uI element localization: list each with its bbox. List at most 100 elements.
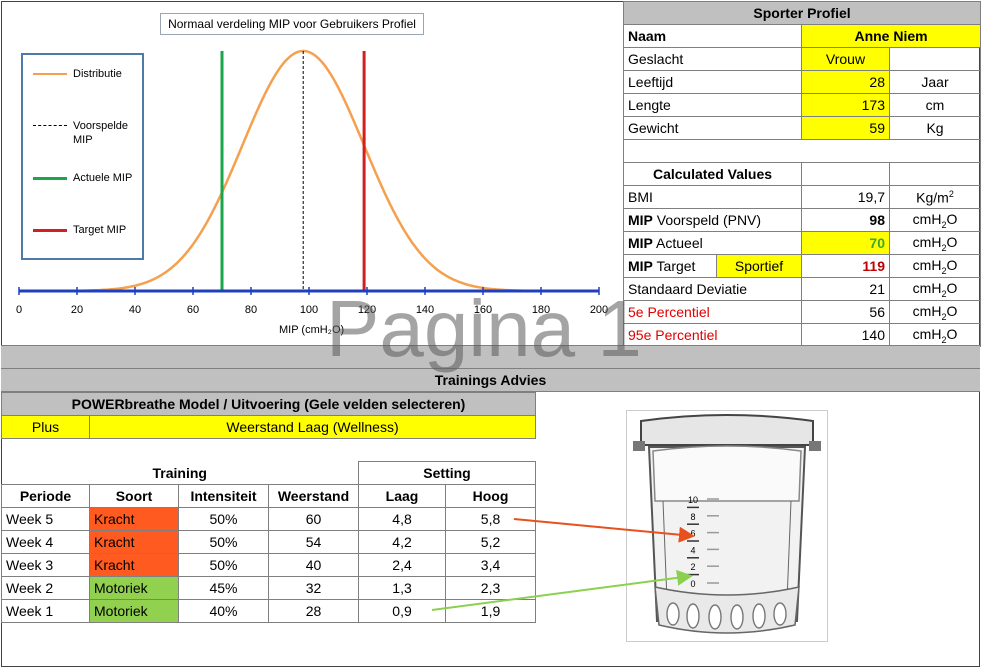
unit-tail: O — [946, 210, 958, 227]
table-row: Week 1 Motoriek 40% 28 0,9 1,9 — [1, 599, 537, 623]
model-value[interactable]: Plus — [1, 415, 90, 439]
sd-label: Standaard Deviatie — [623, 277, 802, 301]
p95-value: 140 — [801, 323, 890, 347]
mip-target-text-wrap: MIP Target — [625, 256, 717, 277]
cell-soort: Kracht — [89, 507, 179, 531]
unit-sub: 2 — [941, 265, 947, 276]
legend-swatch-target — [33, 229, 67, 232]
unit-sub: 2 — [941, 219, 947, 230]
length-label: Lengte — [623, 93, 802, 117]
x-tick-label: 200 — [590, 304, 608, 316]
legend-label: Actuele MIP — [73, 172, 133, 184]
x-tick-label: 80 — [245, 304, 257, 316]
sd-value: 21 — [801, 277, 890, 301]
sporter-profiel-table: Sporter Profiel Naam Anne Niem Geslacht … — [622, 1, 982, 347]
cell-laag: 2,4 — [358, 553, 447, 577]
target-mode-select[interactable]: Sportief — [716, 255, 801, 277]
mip-prefix: MIP — [628, 235, 653, 251]
unit-sub: 2 — [941, 288, 947, 299]
x-tick-label: 60 — [187, 304, 199, 316]
x-axis-label: MIP (cmH₂O) — [279, 324, 345, 336]
distribution-chart: 0 20 40 60 80 100 120 140 160 180 200 Normaal verd… — [1, 1, 623, 345]
legend-item-distributie: Distributie — [27, 67, 145, 81]
mip-target-text: Target — [656, 258, 696, 274]
device-scale-label: 8 — [690, 512, 695, 522]
table-row: Week 5 Kracht 50% 60 4,8 5,8 — [1, 507, 537, 531]
x-tick-label: 0 — [16, 304, 22, 316]
x-tick-label: 140 — [416, 304, 434, 316]
cell-intensiteit: 50% — [178, 507, 269, 531]
legend-item-voorspelde: Voorspelde MIP — [27, 119, 145, 149]
unit-tail: O — [946, 256, 958, 273]
mip-prefix: MIP — [628, 212, 653, 228]
separator-band — [1, 345, 980, 369]
p5-label: 5e Percentiel — [623, 300, 802, 324]
chart-svg: 0 20 40 60 80 100 120 140 160 180 200 — [16, 49, 608, 316]
mip-actueel-label: MIP Actueel — [623, 231, 802, 255]
device-scale-label: 4 — [690, 545, 695, 555]
bmi-unit-sup: 2 — [948, 188, 954, 199]
col-header-hoog: Hoog — [445, 484, 537, 508]
unit-tail: O — [946, 302, 958, 319]
cell-periode: Week 1 — [1, 599, 90, 623]
cell-soort: Motoriek — [89, 576, 179, 600]
mip-target-label: MIP Target Sportief — [623, 254, 802, 278]
calc-header: Calculated Values — [623, 162, 802, 186]
cell-soort: Motoriek — [89, 599, 179, 623]
cell-laag: 0,9 — [358, 599, 447, 623]
unit-base: cmH — [912, 302, 942, 319]
mip-voorspeld-label: MIP Voorspeld (PNV) — [623, 208, 802, 232]
profile-header: Sporter Profiel — [622, 1, 982, 25]
cell-hoog: 3,4 — [445, 553, 537, 577]
length-unit: cm — [888, 93, 982, 117]
unit-cmh2o: cmH2O — [888, 254, 982, 278]
gender-value[interactable]: Vrouw — [801, 47, 890, 71]
legend-swatch-distributie — [33, 73, 67, 75]
unit-tail: O — [946, 279, 958, 296]
age-value[interactable]: 28 — [801, 70, 890, 94]
mip-target-value: 119 — [801, 254, 890, 278]
resistance-value[interactable]: Weerstand Laag (Wellness) — [89, 415, 536, 439]
table-row: Week 4 Kracht 50% 54 4,2 5,2 — [1, 530, 537, 554]
mip-voorspeld-text: Voorspeld (PNV) — [656, 212, 762, 228]
cell-soort: Kracht — [89, 530, 179, 554]
powerbreathe-device-image: 10 8 6 4 2 0 — [626, 410, 828, 642]
cell-intensiteit: 45% — [178, 576, 269, 600]
x-tick-label: 180 — [532, 304, 550, 316]
name-value[interactable]: Anne Niem — [800, 24, 982, 48]
table-row: Week 3 Kracht 50% 40 2,4 3,4 — [1, 553, 537, 577]
cell-periode: Week 3 — [1, 553, 90, 577]
training-table: Training Setting Periode Soort Intensite… — [1, 461, 537, 623]
legend-swatch-actuele — [33, 177, 67, 180]
unit-base: cmH — [912, 279, 942, 296]
bmi-value: 19,7 — [801, 185, 890, 209]
legend-item-target: Target MIP — [27, 223, 145, 237]
legend-label: Target MIP — [73, 224, 127, 236]
cell-weerstand: 28 — [267, 599, 360, 623]
unit-base: cmH — [912, 233, 942, 250]
cell-hoog: 2,3 — [445, 576, 537, 600]
bmi-unit-text: Kg/m — [916, 189, 949, 206]
model-table: POWERbreathe Model / Uitvoering (Gele ve… — [1, 392, 536, 439]
p5-value: 56 — [801, 300, 890, 324]
legend-label: Distributie — [73, 68, 122, 80]
legend-swatch-voorspelde — [33, 125, 67, 126]
chart-legend: Distributie Voorspelde MIP Actuele MIP T… — [21, 53, 144, 260]
length-value[interactable]: 173 — [801, 93, 890, 117]
cell-weerstand: 32 — [267, 576, 360, 600]
col-header-soort: Soort — [89, 484, 179, 508]
cell-weerstand: 60 — [267, 507, 360, 531]
device-scale-label: 10 — [688, 495, 698, 505]
cell-intensiteit: 40% — [178, 599, 269, 623]
unit-cmh2o: cmH2O — [888, 300, 982, 324]
calc-empty — [801, 162, 890, 186]
unit-tail: O — [946, 325, 958, 342]
col-header-weerstand: Weerstand — [267, 484, 360, 508]
arrow-low-setting — [431, 569, 693, 611]
cell-laag: 4,2 — [358, 530, 447, 554]
device-scale-label: 2 — [690, 562, 695, 572]
model-header: POWERbreathe Model / Uitvoering (Gele ve… — [1, 392, 536, 416]
unit-tail: O — [946, 233, 958, 250]
legend-label: Voorspelde MIP — [73, 120, 129, 146]
